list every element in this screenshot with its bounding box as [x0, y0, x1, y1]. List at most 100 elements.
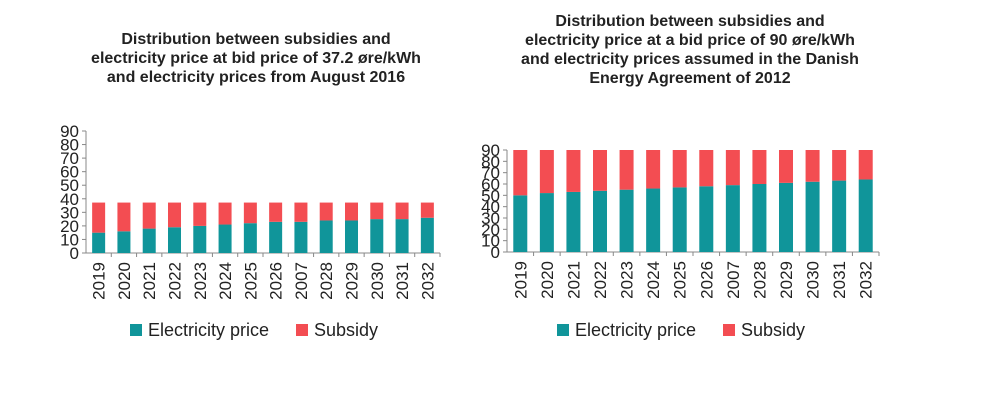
right-bar-subsidy-2032	[858, 150, 873, 180]
right-bar-subsidy-2029	[779, 150, 793, 183]
right-x-tick-label: 2007	[724, 261, 743, 299]
right-bar-electricity-2030	[805, 181, 820, 252]
right-x-tick-label: 2021	[564, 261, 583, 299]
left-x-tick-label: 2028	[317, 262, 336, 300]
right-y-tick-label: 0	[491, 243, 500, 262]
right-y-tick-label: 50	[481, 186, 500, 205]
right-bar-subsidy-2024	[646, 150, 661, 189]
left-y-tick-label: 0	[70, 244, 79, 263]
right-bar-electricity-2023	[619, 189, 634, 252]
left-bar-subsidy-2019	[92, 202, 106, 233]
left-bar-electricity-2019	[92, 232, 106, 253]
left-bar-electricity-2023	[193, 225, 207, 253]
right-legend-swatch-subsidy	[723, 324, 735, 336]
left-bar-electricity-2029	[345, 220, 358, 253]
right-x-tick-label: 2022	[591, 261, 610, 299]
right-x-tick-label: 2025	[671, 261, 690, 299]
left-x-tick-label: 2031	[393, 262, 412, 300]
left-bar-subsidy-2021	[142, 202, 156, 229]
left-bar-subsidy-2030	[370, 202, 384, 220]
left-y-tick-label: 70	[60, 149, 79, 168]
right-bar-subsidy-2019	[513, 150, 528, 196]
left-legend-swatch-electricity	[130, 324, 142, 336]
left-bar-subsidy-2029	[345, 202, 358, 221]
right-bar-electricity-2026	[699, 186, 714, 252]
left-bar-electricity-2024	[218, 224, 232, 253]
left-y-tick-label: 60	[60, 163, 79, 182]
right-x-tick-label: 2024	[644, 261, 663, 299]
right-y-tick-label: 20	[481, 220, 500, 239]
right-bar-electricity-2028	[752, 184, 767, 252]
right-bar-subsidy-2026	[699, 150, 714, 187]
right-bar-electricity-2019	[513, 195, 528, 252]
left-bar-electricity-2020	[117, 231, 131, 253]
left-bar-electricity-2031	[395, 219, 409, 253]
left-bar-electricity-2026	[269, 221, 283, 253]
left-bar-subsidy-2024	[218, 202, 232, 225]
left-x-tick-label: 2024	[216, 262, 235, 300]
right-bar-subsidy-2028	[752, 150, 767, 184]
left-x-tick-label: 2030	[368, 262, 387, 300]
left-x-tick-label: 2022	[166, 262, 185, 300]
left-bar-subsidy-2031	[395, 202, 409, 220]
right-x-tick-label: 2026	[697, 261, 716, 299]
left-bar-electricity-2007	[294, 221, 308, 253]
left-bar-electricity-2028	[319, 220, 333, 253]
left-y-tick-label: 10	[60, 230, 79, 249]
right-legend-label-subsidy: Subsidy	[741, 320, 805, 340]
left-x-tick-label: 2019	[90, 262, 109, 300]
right-bar-electricity-2022	[593, 190, 607, 252]
left-x-tick-label: 2026	[267, 262, 286, 300]
left-bar-electricity-2022	[168, 227, 181, 253]
left-x-tick-label: 2023	[191, 262, 210, 300]
right-bar-subsidy-2021	[566, 150, 581, 192]
right-bar-subsidy-2031	[832, 150, 847, 181]
right-bar-electricity-2021	[566, 191, 581, 252]
right-x-tick-label: 2023	[618, 261, 637, 299]
right-x-tick-label: 2032	[857, 261, 876, 299]
left-bar-subsidy-2026	[269, 202, 283, 222]
left-y-tick-label: 50	[60, 176, 79, 195]
left-bar-electricity-2025	[243, 223, 257, 253]
right-x-tick-label: 2028	[750, 261, 769, 299]
left-x-tick-label: 2021	[140, 262, 159, 300]
right-bar-electricity-2007	[725, 185, 740, 252]
right-y-tick-label: 90	[481, 141, 500, 160]
right-bar-electricity-2029	[779, 182, 793, 252]
left-bar-electricity-2030	[370, 219, 384, 253]
chart-title-left: Distribution between subsidies and elect…	[91, 31, 421, 86]
left-y-tick-label: 90	[60, 122, 79, 141]
right-y-tick-label: 70	[481, 164, 500, 183]
right-x-tick-label: 2030	[804, 261, 823, 299]
left-y-tick-label: 30	[60, 203, 79, 222]
right-bar-subsidy-2023	[619, 150, 634, 190]
right-y-tick-label: 10	[481, 232, 500, 251]
right-bar-subsidy-2030	[805, 150, 820, 182]
right-y-tick-label: 30	[481, 209, 500, 228]
right-bar-electricity-2032	[858, 179, 873, 252]
right-y-tick-label: 80	[481, 152, 500, 171]
right-bar-subsidy-2007	[725, 150, 740, 186]
right-x-tick-label: 2020	[538, 261, 557, 299]
right-bar-electricity-2020	[539, 193, 554, 252]
right-bar-electricity-2031	[832, 180, 847, 252]
left-x-tick-label: 2020	[115, 262, 134, 300]
left-bar-subsidy-2025	[243, 202, 257, 224]
right-bar-electricity-2025	[672, 187, 687, 252]
right-bar-subsidy-2025	[672, 150, 687, 188]
right-x-tick-label: 2031	[830, 261, 849, 299]
left-x-tick-label: 2007	[292, 262, 311, 300]
left-y-tick-label: 20	[60, 217, 79, 236]
left-bar-subsidy-2022	[168, 202, 181, 228]
left-bar-subsidy-2032	[420, 202, 434, 218]
left-legend-label-electricity: Electricity price	[148, 320, 269, 340]
left-legend-label-subsidy: Subsidy	[314, 320, 378, 340]
chart-title-right: Distribution between subsidies and elect…	[521, 13, 859, 87]
left-bar-electricity-2032	[420, 217, 434, 253]
right-x-tick-label: 2019	[511, 261, 530, 299]
left-x-tick-label: 2029	[343, 262, 362, 300]
right-legend-swatch-electricity	[557, 324, 569, 336]
right-bar-subsidy-2022	[593, 150, 607, 191]
left-y-tick-label: 40	[60, 190, 79, 209]
right-legend-label-electricity: Electricity price	[575, 320, 696, 340]
